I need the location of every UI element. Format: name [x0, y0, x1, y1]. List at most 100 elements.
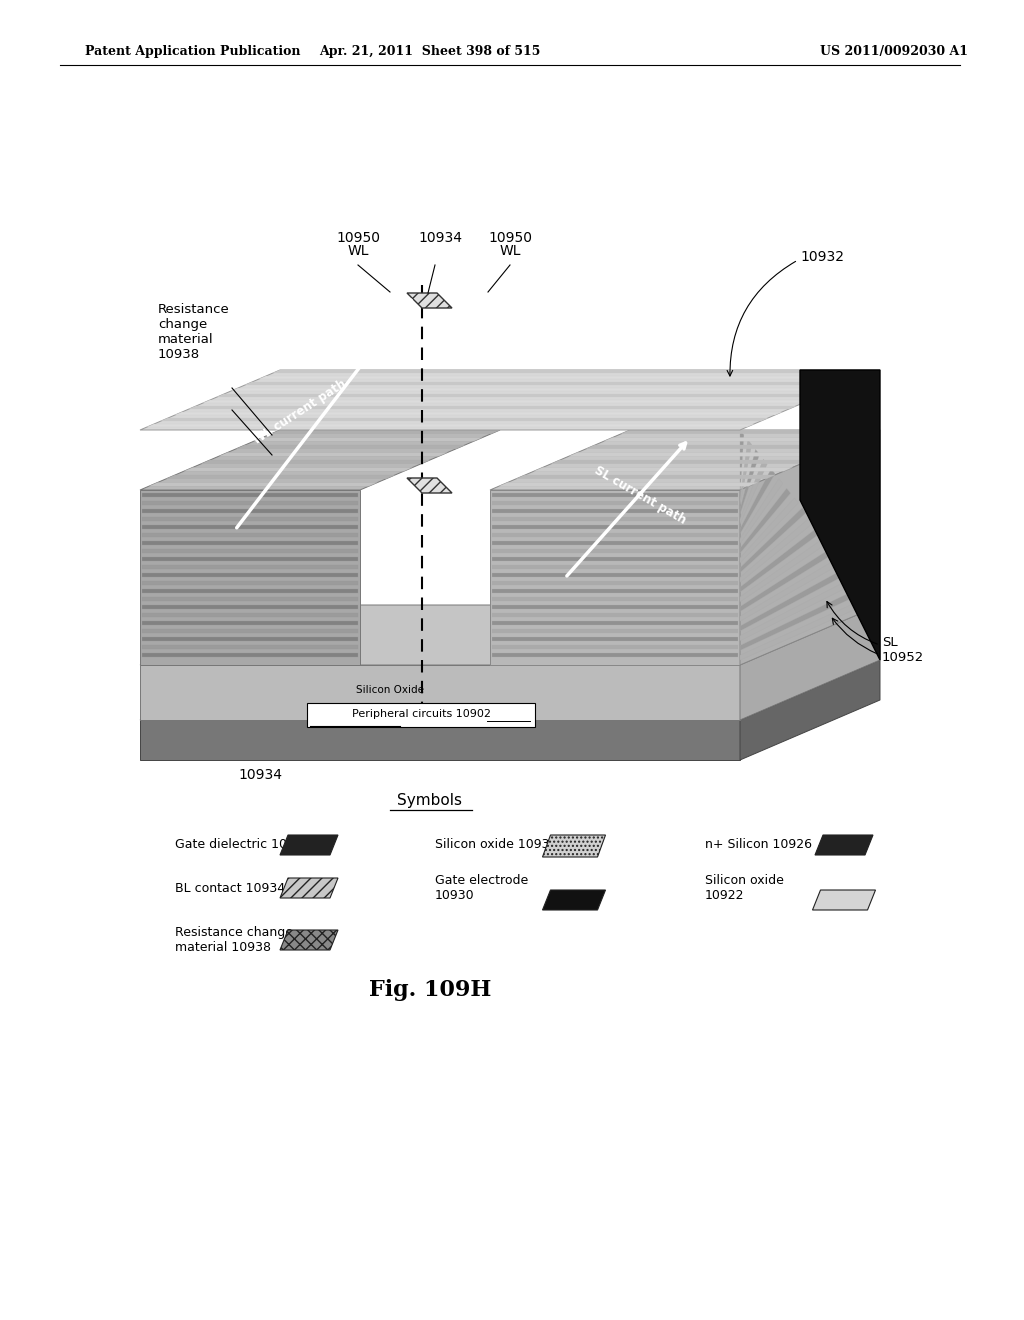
Polygon shape [740, 566, 853, 631]
Polygon shape [273, 370, 880, 374]
Text: Apr. 21, 2011  Sheet 398 of 515: Apr. 21, 2011 Sheet 398 of 515 [319, 45, 541, 58]
Polygon shape [543, 836, 605, 857]
Polygon shape [492, 517, 738, 521]
Text: Silicon oxide 10932: Silicon oxide 10932 [435, 838, 557, 851]
Polygon shape [142, 549, 358, 553]
Text: 10950: 10950 [336, 231, 380, 246]
Polygon shape [142, 502, 358, 506]
Polygon shape [492, 597, 738, 601]
Polygon shape [492, 630, 738, 634]
Polygon shape [142, 492, 358, 498]
Polygon shape [183, 467, 413, 471]
Polygon shape [142, 541, 358, 545]
Text: WL: WL [500, 244, 521, 257]
Text: Gate dielectric 10928: Gate dielectric 10928 [175, 838, 310, 851]
Polygon shape [492, 557, 738, 561]
Polygon shape [740, 459, 767, 524]
Polygon shape [740, 537, 829, 602]
Polygon shape [492, 573, 738, 577]
Text: SL
10952: SL 10952 [882, 636, 925, 664]
Polygon shape [142, 605, 358, 609]
Polygon shape [740, 498, 799, 562]
FancyBboxPatch shape [307, 704, 535, 727]
Polygon shape [166, 475, 395, 479]
Polygon shape [490, 430, 880, 490]
Polygon shape [543, 890, 605, 909]
Text: Silicon Oxide: Silicon Oxide [356, 685, 424, 696]
Text: 10932: 10932 [800, 249, 844, 264]
Polygon shape [492, 653, 738, 657]
Polygon shape [148, 483, 378, 486]
Polygon shape [142, 597, 358, 601]
Text: 10950: 10950 [488, 231, 532, 246]
Polygon shape [551, 459, 810, 463]
Polygon shape [231, 388, 838, 391]
Polygon shape [142, 581, 358, 585]
Polygon shape [142, 612, 358, 616]
Polygon shape [142, 525, 358, 529]
Text: SL current path: SL current path [592, 463, 688, 527]
Polygon shape [812, 890, 876, 909]
Polygon shape [140, 490, 360, 665]
Polygon shape [740, 527, 821, 593]
Polygon shape [516, 475, 775, 479]
Polygon shape [740, 479, 782, 544]
Polygon shape [142, 533, 358, 537]
Polygon shape [492, 638, 738, 642]
Polygon shape [280, 878, 338, 898]
Text: 10934: 10934 [238, 768, 282, 781]
Polygon shape [534, 467, 793, 471]
Text: Gate electrode
10930: Gate electrode 10930 [435, 874, 528, 902]
Polygon shape [740, 488, 791, 553]
Polygon shape [161, 418, 768, 421]
Polygon shape [492, 645, 738, 649]
Polygon shape [280, 931, 338, 950]
Polygon shape [587, 445, 845, 449]
Polygon shape [140, 605, 880, 665]
Polygon shape [492, 612, 738, 616]
Polygon shape [140, 430, 500, 490]
Polygon shape [142, 645, 358, 649]
Polygon shape [740, 595, 877, 660]
Polygon shape [237, 445, 465, 449]
Polygon shape [140, 370, 880, 430]
Polygon shape [203, 400, 810, 403]
Polygon shape [271, 430, 500, 434]
Polygon shape [140, 660, 880, 719]
Polygon shape [142, 638, 358, 642]
Polygon shape [492, 565, 738, 569]
Polygon shape [740, 430, 880, 665]
Polygon shape [407, 478, 452, 492]
Polygon shape [740, 508, 806, 573]
Polygon shape [142, 653, 358, 657]
Polygon shape [740, 440, 752, 504]
Polygon shape [492, 510, 738, 513]
Polygon shape [492, 533, 738, 537]
Polygon shape [280, 836, 338, 855]
Polygon shape [740, 576, 860, 640]
Polygon shape [740, 469, 775, 533]
Text: Resistance change
material 10938: Resistance change material 10938 [175, 927, 293, 954]
Polygon shape [492, 525, 738, 529]
Polygon shape [568, 453, 827, 457]
Polygon shape [499, 483, 758, 486]
Text: Symbols: Symbols [397, 793, 463, 808]
Text: Peripheral circuits 10902: Peripheral circuits 10902 [351, 709, 490, 719]
Polygon shape [492, 620, 738, 624]
Polygon shape [622, 430, 880, 434]
Text: Resistance
change
material
10938: Resistance change material 10938 [158, 304, 229, 360]
Polygon shape [740, 557, 845, 622]
Polygon shape [492, 492, 738, 498]
Polygon shape [740, 605, 880, 719]
Polygon shape [140, 719, 740, 760]
Polygon shape [142, 557, 358, 561]
Text: WL current path: WL current path [251, 378, 349, 447]
Polygon shape [492, 581, 738, 585]
Polygon shape [740, 430, 743, 495]
Polygon shape [202, 459, 430, 463]
Polygon shape [175, 412, 782, 414]
Polygon shape [219, 453, 447, 457]
Polygon shape [189, 407, 796, 409]
Polygon shape [740, 586, 868, 651]
Polygon shape [492, 589, 738, 593]
